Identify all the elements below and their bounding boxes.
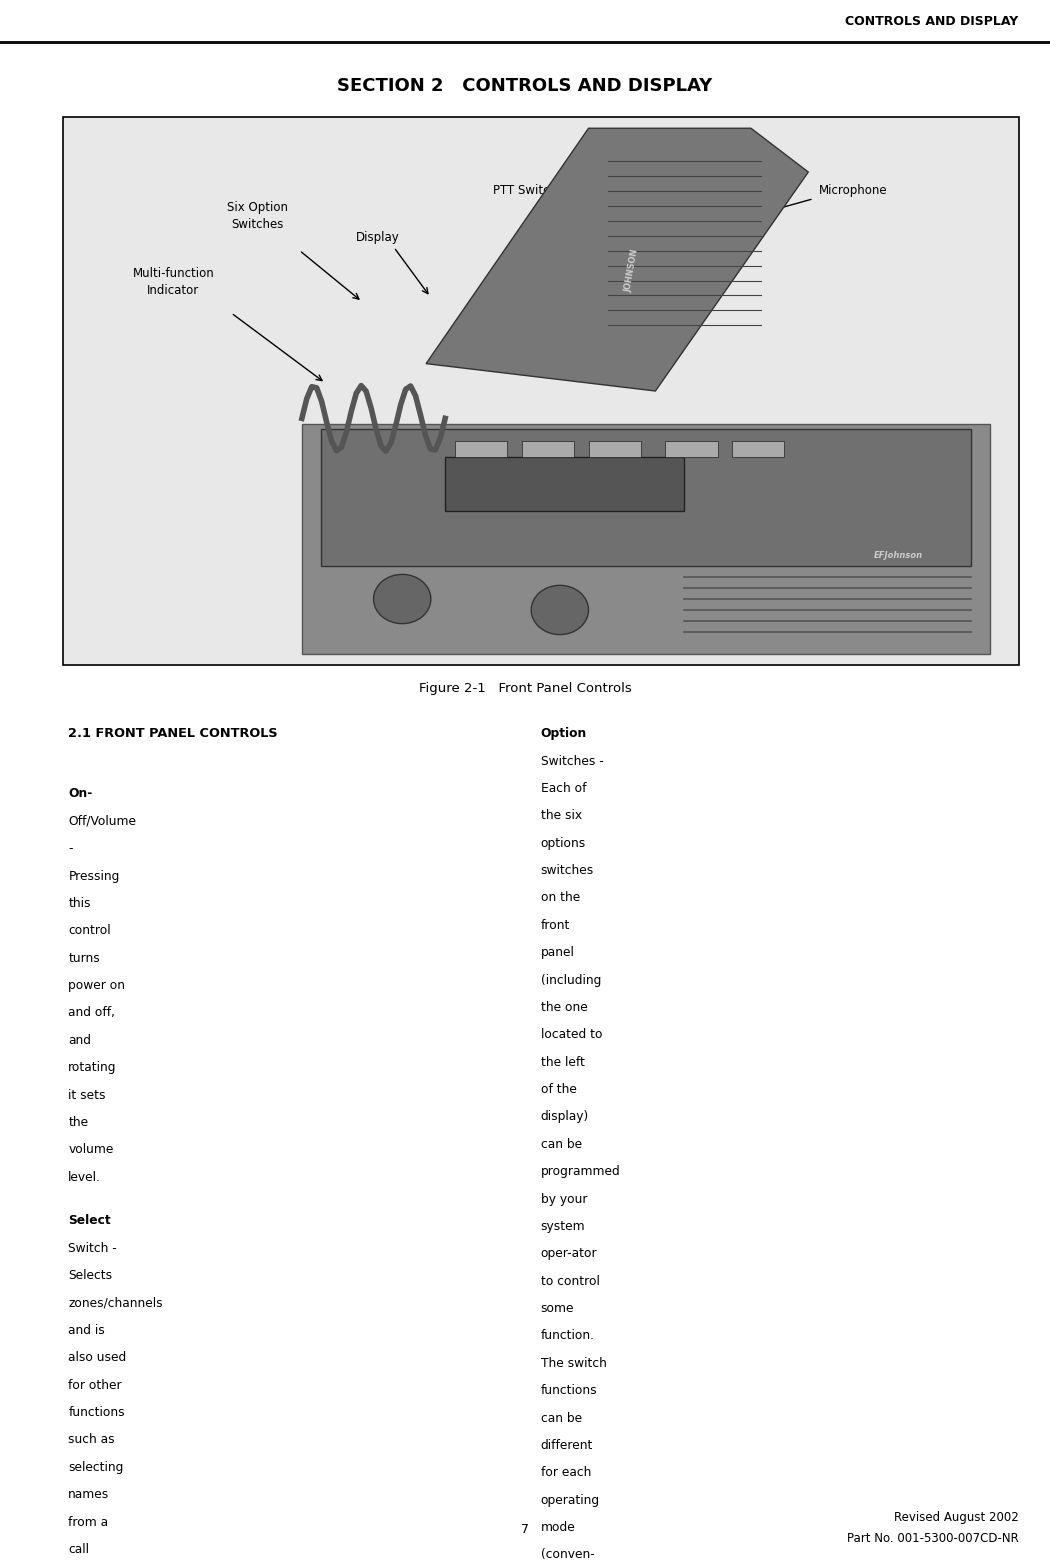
Text: names: names	[68, 1489, 109, 1501]
Text: such as: such as	[68, 1434, 114, 1447]
Text: different: different	[541, 1439, 593, 1451]
Text: on the: on the	[541, 891, 580, 904]
Text: and off,: and off,	[68, 1007, 116, 1020]
Text: JOHNSON: JOHNSON	[624, 249, 639, 292]
Text: Each of: Each of	[541, 782, 586, 795]
Text: to control: to control	[541, 1275, 600, 1287]
Ellipse shape	[531, 585, 588, 635]
Text: Switches -: Switches -	[541, 754, 604, 768]
Text: functions: functions	[68, 1406, 125, 1419]
Text: and is: and is	[68, 1325, 105, 1337]
Text: the left: the left	[541, 1056, 585, 1068]
Text: turns: turns	[68, 951, 100, 965]
Text: rotating: rotating	[68, 1062, 117, 1074]
Bar	[455, 441, 507, 457]
Text: On-Off/
Volume: On-Off/ Volume	[340, 615, 384, 644]
Text: function.: function.	[541, 1329, 594, 1342]
Polygon shape	[426, 128, 808, 391]
Text: control: control	[68, 924, 111, 937]
Text: 2.1 FRONT PANEL CONTROLS: 2.1 FRONT PANEL CONTROLS	[68, 727, 278, 740]
Text: the one: the one	[541, 1001, 588, 1013]
Text: (including: (including	[541, 973, 601, 987]
Text: this: this	[68, 898, 90, 910]
Bar	[665, 441, 717, 457]
Text: for each: for each	[541, 1467, 591, 1480]
Text: some: some	[541, 1303, 574, 1315]
Text: Part No. 001-5300-007CD-NR: Part No. 001-5300-007CD-NR	[846, 1533, 1018, 1545]
Bar	[732, 441, 784, 457]
Text: also used: also used	[68, 1351, 126, 1364]
Text: Option: Option	[541, 727, 587, 740]
Text: Display: Display	[356, 231, 400, 244]
Text: EFJohnson: EFJohnson	[874, 551, 923, 560]
Text: Pressing: Pressing	[68, 870, 120, 882]
Ellipse shape	[374, 574, 430, 624]
Text: for other: for other	[68, 1379, 122, 1392]
Text: of the: of the	[541, 1084, 576, 1096]
Text: and: and	[68, 1034, 91, 1046]
Text: from a: from a	[68, 1516, 108, 1528]
Text: SECTION 2   CONTROLS AND DISPLAY: SECTION 2 CONTROLS AND DISPLAY	[337, 77, 713, 95]
Text: PTT Switch: PTT Switch	[494, 185, 556, 197]
Text: oper-ator: oper-ator	[541, 1248, 597, 1261]
Text: Off/Volume: Off/Volume	[68, 815, 136, 827]
Text: Speaker: Speaker	[735, 604, 783, 616]
Text: The switch: The switch	[541, 1358, 607, 1370]
Text: display): display)	[541, 1110, 589, 1123]
Text: Six Option
Switches: Six Option Switches	[227, 200, 288, 231]
Text: level.: level.	[68, 1171, 101, 1184]
Bar	[522, 441, 574, 457]
Bar	[445, 457, 685, 511]
Text: Multi-function
Indicator: Multi-function Indicator	[132, 266, 214, 297]
Text: power on: power on	[68, 979, 125, 992]
Bar	[321, 429, 970, 566]
Text: it sets: it sets	[68, 1089, 106, 1101]
Text: Select: Select	[68, 1215, 111, 1228]
Text: the: the	[68, 1117, 88, 1129]
Text: Select
Switch: Select Switch	[484, 626, 524, 655]
Text: programmed: programmed	[541, 1165, 621, 1178]
Text: Figure 2-1   Front Panel Controls: Figure 2-1 Front Panel Controls	[419, 682, 631, 694]
Text: Revised August 2002: Revised August 2002	[894, 1511, 1018, 1523]
Text: On-: On-	[68, 787, 92, 801]
Text: panel: panel	[541, 946, 574, 959]
Text: front: front	[541, 918, 570, 932]
Text: system: system	[541, 1220, 586, 1232]
Bar	[302, 424, 990, 654]
Text: Switch -: Switch -	[68, 1242, 117, 1254]
Text: volume: volume	[68, 1143, 113, 1156]
Text: -: -	[68, 841, 72, 856]
Text: switches: switches	[541, 863, 594, 877]
Text: Microphone: Microphone	[819, 185, 887, 197]
Text: located to: located to	[541, 1029, 603, 1042]
Text: operating: operating	[541, 1494, 600, 1506]
Text: the six: the six	[541, 809, 582, 823]
Text: (conven-: (conven-	[541, 1548, 594, 1561]
Text: CONTROLS AND DISPLAY: CONTROLS AND DISPLAY	[845, 16, 1018, 28]
Text: functions: functions	[541, 1384, 597, 1397]
Text: call: call	[68, 1544, 89, 1556]
Text: can be: can be	[541, 1139, 582, 1151]
Text: zones/channels: zones/channels	[68, 1297, 163, 1309]
Text: Selects: Selects	[68, 1270, 112, 1282]
Text: mode: mode	[541, 1522, 575, 1534]
Bar	[589, 441, 642, 457]
Text: selecting: selecting	[68, 1461, 124, 1473]
Text: options: options	[541, 837, 586, 849]
Text: 7: 7	[521, 1523, 529, 1536]
Text: can be: can be	[541, 1412, 582, 1425]
Text: by your: by your	[541, 1193, 587, 1206]
FancyBboxPatch shape	[63, 117, 1018, 665]
